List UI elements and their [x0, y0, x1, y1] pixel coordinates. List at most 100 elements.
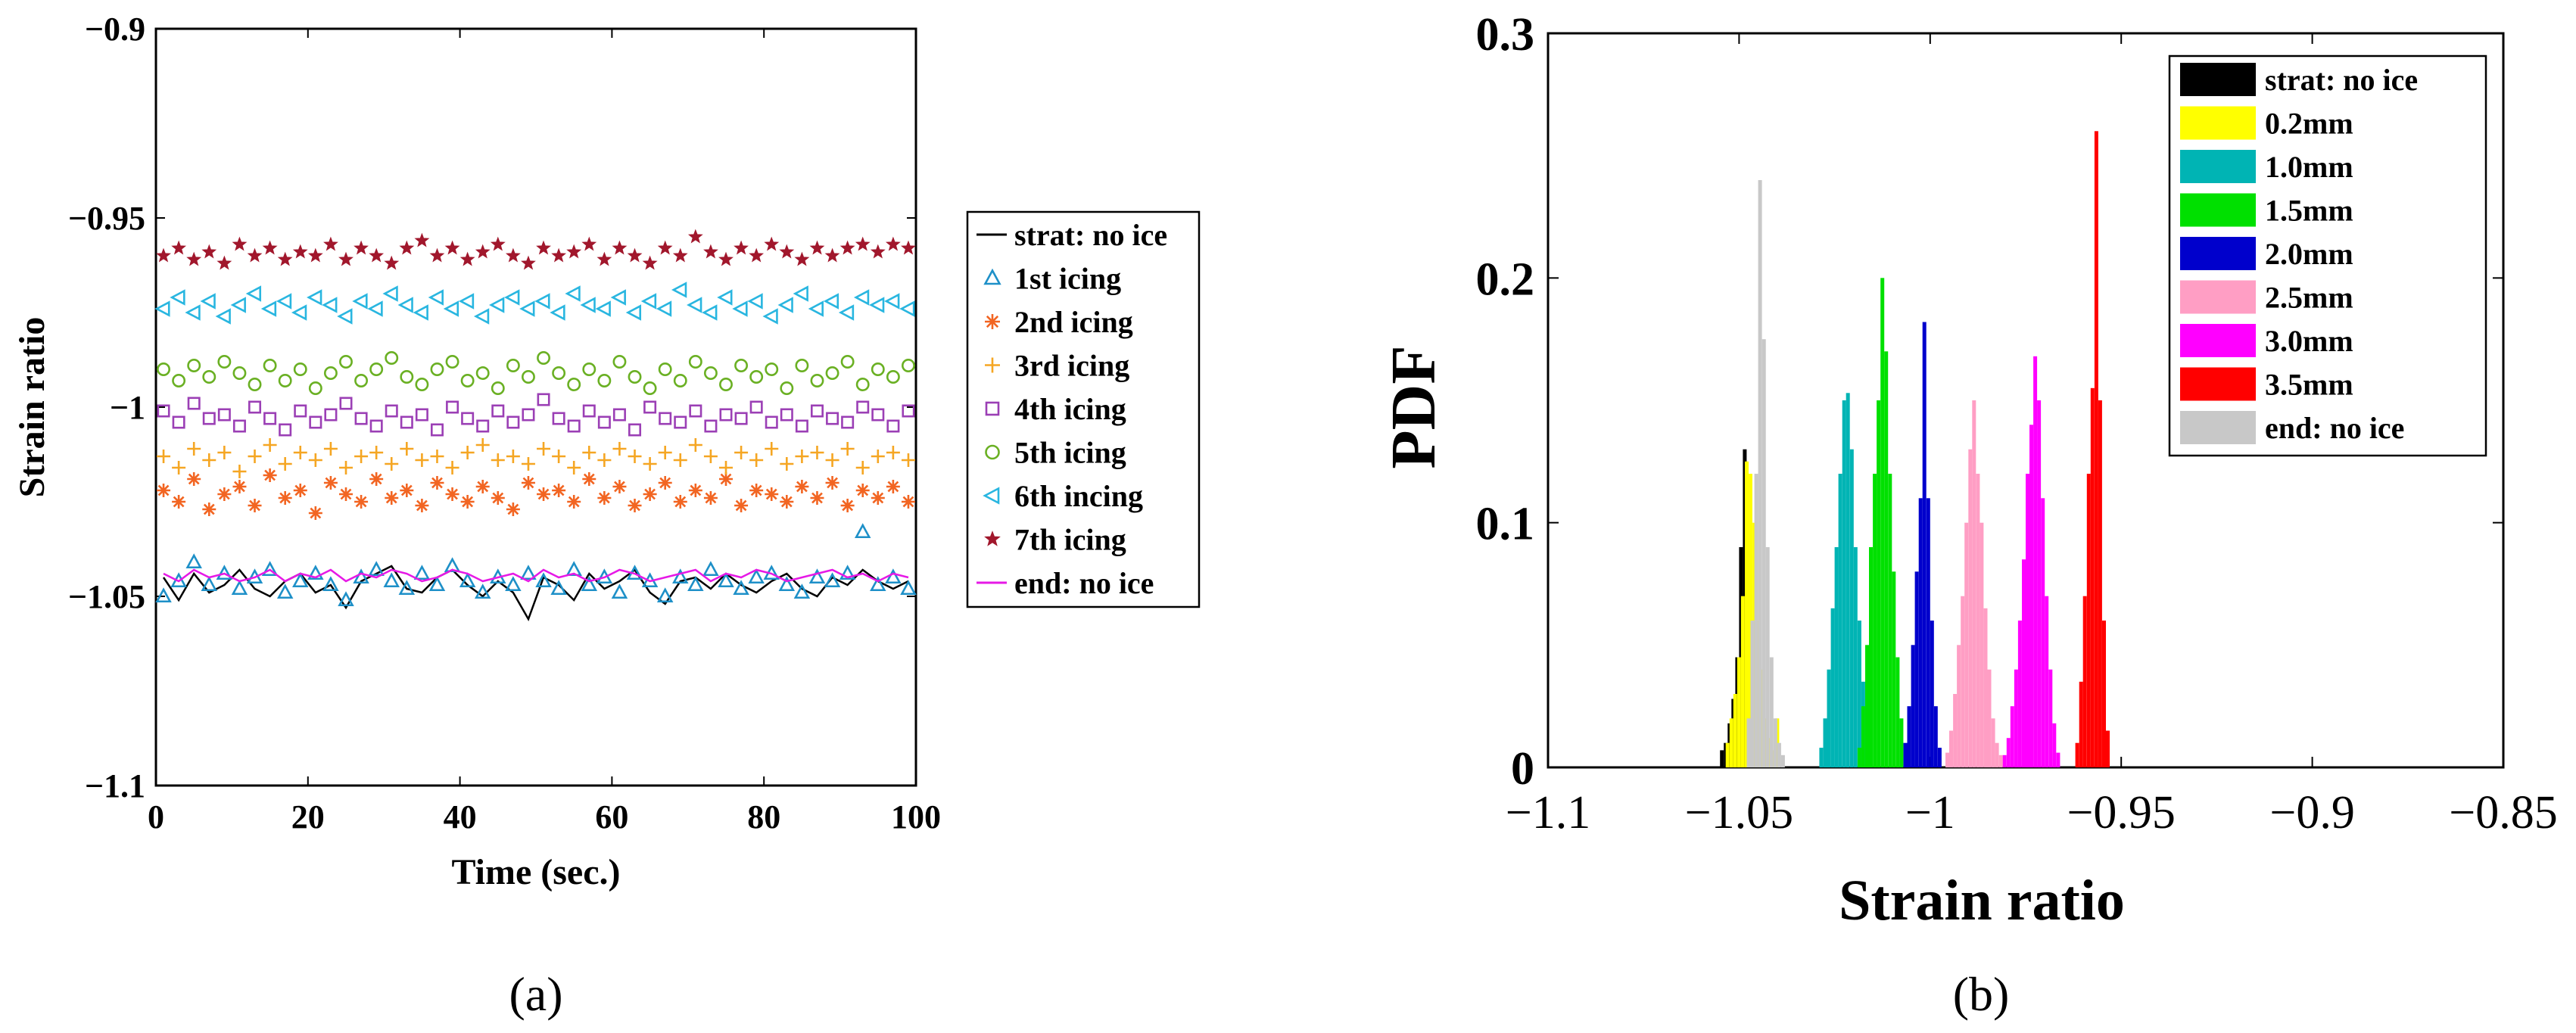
panel-a-data-point: [734, 446, 749, 459]
panel-b-histogram-bar: [1853, 547, 1858, 767]
panel-a-data-point: [765, 442, 779, 456]
panel-b-histogram-bar: [1750, 621, 1755, 767]
panel-b-histogram-bar: [1761, 339, 1766, 767]
panel-a-data-point: [597, 491, 612, 505]
panel-a-data-point: [352, 293, 368, 310]
panel-a-data-point: [475, 480, 490, 493]
panel-a-data-point: [628, 370, 642, 384]
panel-b-y-tick-label: 0.3: [1476, 9, 1535, 61]
panel-a-data-point: [565, 561, 582, 577]
panel-b-histogram-bar: [1857, 748, 1861, 767]
panel-b-histogram-bar: [1737, 657, 1741, 767]
panel-a-data-point: [793, 285, 808, 302]
panel-a-data-point: [413, 565, 431, 580]
panel-a-data-point: [339, 355, 353, 369]
panel-a-data-point: [534, 293, 550, 310]
panel-a-data-point: [460, 374, 475, 387]
panel-b-histogram-bar: [2090, 387, 2095, 767]
panel-b-histogram-bar: [1740, 596, 1745, 767]
panel-b-legend-swatch: [2180, 150, 2256, 183]
panel-a-data-point: [809, 240, 825, 255]
panel-a-data-point: [308, 381, 322, 395]
panel-a-data-point: [445, 487, 459, 501]
panel-a-data-point: [157, 484, 171, 497]
panel-b-histogram-bar: [2098, 400, 2102, 767]
panel-b-histogram-bar: [1998, 755, 2003, 767]
panel-b-histogram-bar: [2014, 669, 2018, 767]
panel-a-data-point: [385, 351, 399, 365]
panel-a-data-point: [672, 568, 689, 584]
panel-a-data-point: [413, 304, 428, 321]
panel-a-data-point: [765, 487, 779, 501]
panel-b-histogram-bar: [1968, 449, 1973, 767]
panel-b-histogram-bar: [2079, 681, 2083, 767]
panel-a-data-point: [276, 583, 294, 599]
panel-a-data-point: [428, 576, 446, 592]
panel-a-data-point: [581, 576, 598, 592]
panel-a-data-point: [309, 415, 322, 429]
panel-a-data-point: [232, 366, 247, 380]
panel-a-data-point: [353, 568, 369, 584]
panel-b-histogram-bar: [1949, 730, 1953, 767]
panel-b-legend-swatch: [2180, 63, 2256, 96]
panel-a-data-point: [445, 461, 459, 474]
panel-a-data-point: [838, 304, 855, 321]
panel-b-histogram-bar: [1937, 748, 1942, 767]
panel-a-data-point: [780, 457, 794, 471]
panel-a-legend-label: 7th icing: [1014, 523, 1126, 557]
panel-a-data-point: [172, 374, 186, 387]
panel-a-data-point: [202, 370, 216, 384]
panel-a-data-point: [384, 255, 400, 270]
panel-b-histogram-bar: [2010, 706, 2014, 767]
panel-a-data-point: [322, 297, 338, 313]
panel-a-data-point: [597, 374, 612, 387]
panel-a-data-point: [217, 446, 232, 459]
panel-a-data-point: [794, 251, 810, 266]
panel-a-data-point: [780, 408, 793, 422]
panel-a-data-point: [398, 580, 416, 596]
panel-a-data-point: [369, 472, 384, 486]
panel-a-data-point: [870, 244, 886, 259]
panel-a-data-point: [369, 446, 384, 459]
panel-a-data-point: [704, 419, 718, 433]
panel-a-data-point: [884, 293, 900, 310]
panel-a-data-point: [733, 580, 749, 596]
panel-a-data-point: [308, 453, 322, 467]
panel-a-data-point: [215, 308, 231, 325]
panel-a-data-point: [156, 247, 171, 263]
panel-b-histogram-bar: [1899, 718, 1904, 767]
panel-a-data-point: [656, 300, 672, 317]
panel-a-data-point: [871, 450, 885, 463]
panel-a-data-point: [307, 565, 324, 580]
panel-a-data-point: [839, 565, 856, 580]
panel-a-data-point: [749, 453, 764, 467]
panel-a-data-point: [703, 244, 718, 259]
panel-b-histogram-bar: [1849, 449, 1854, 767]
panel-a-data-point: [840, 355, 855, 369]
panel-a-data-point: [445, 355, 459, 369]
panel-a-data-point: [703, 366, 718, 380]
panel-a-data-point: [245, 285, 262, 302]
panel-a-data-point: [567, 495, 581, 509]
panel-a-series-4th-icing: [157, 393, 915, 437]
panel-b-histogram-bar: [1780, 755, 1785, 767]
panel-a-series-6th-incing: [154, 282, 915, 325]
panel-a-data-point: [460, 495, 475, 509]
panel-a-x-tick-label: 40: [444, 798, 477, 835]
panel-a-data-point: [400, 415, 413, 429]
panel-a-data-point: [202, 502, 216, 516]
panel-a-data-point: [399, 240, 415, 255]
panel-a-data-point: [795, 450, 809, 463]
panel-a-data-point: [172, 461, 186, 474]
panel-a-data-point: [278, 491, 292, 505]
panel-a-data-point: [385, 457, 399, 471]
panel-b-histogram-bar: [1834, 547, 1839, 767]
panel-a-legend-swatch: [984, 531, 1001, 546]
panel-a-data-point: [687, 297, 702, 313]
panel-a-data-point: [231, 580, 248, 596]
panel-b-histogram-bar: [1980, 522, 1984, 767]
panel-a-data-point: [157, 450, 171, 463]
panel-b-histogram-bar: [1892, 571, 1896, 767]
panel-a-data-point: [856, 400, 870, 414]
panel-a-data-point: [520, 565, 537, 580]
